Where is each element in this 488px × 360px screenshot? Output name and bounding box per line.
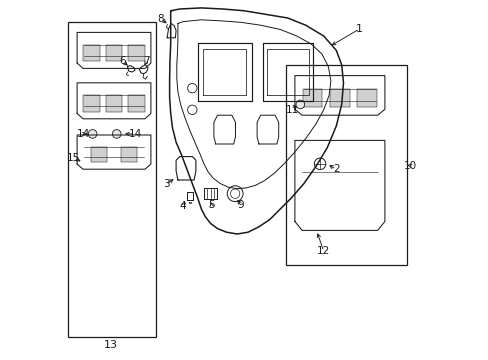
Text: 3: 3	[163, 179, 169, 189]
Text: 15: 15	[67, 153, 81, 163]
Text: 6: 6	[119, 56, 126, 66]
Text: 5: 5	[207, 200, 214, 210]
Text: 13: 13	[104, 340, 118, 350]
Bar	[83, 45, 100, 61]
Text: 7: 7	[143, 56, 150, 66]
Bar	[329, 89, 349, 107]
Bar	[128, 45, 144, 61]
Text: 11: 11	[285, 105, 298, 115]
Text: 4: 4	[179, 201, 185, 211]
Bar	[285, 65, 406, 265]
Bar	[68, 22, 156, 337]
Bar	[83, 95, 100, 112]
Bar	[91, 147, 107, 162]
Text: 8: 8	[157, 14, 164, 24]
Text: 9: 9	[237, 200, 244, 210]
Circle shape	[88, 130, 97, 138]
Text: 1: 1	[355, 24, 363, 34]
Bar	[106, 45, 122, 61]
Bar	[128, 95, 144, 112]
Text: 12: 12	[316, 246, 330, 256]
Bar	[302, 89, 322, 107]
Bar	[357, 89, 376, 107]
Text: 14: 14	[128, 129, 142, 139]
Text: 10: 10	[403, 161, 416, 171]
Circle shape	[295, 100, 304, 109]
Text: 14: 14	[77, 129, 90, 139]
Text: 2: 2	[332, 164, 339, 174]
Bar	[121, 147, 137, 162]
Bar	[106, 95, 122, 112]
Circle shape	[112, 130, 121, 138]
